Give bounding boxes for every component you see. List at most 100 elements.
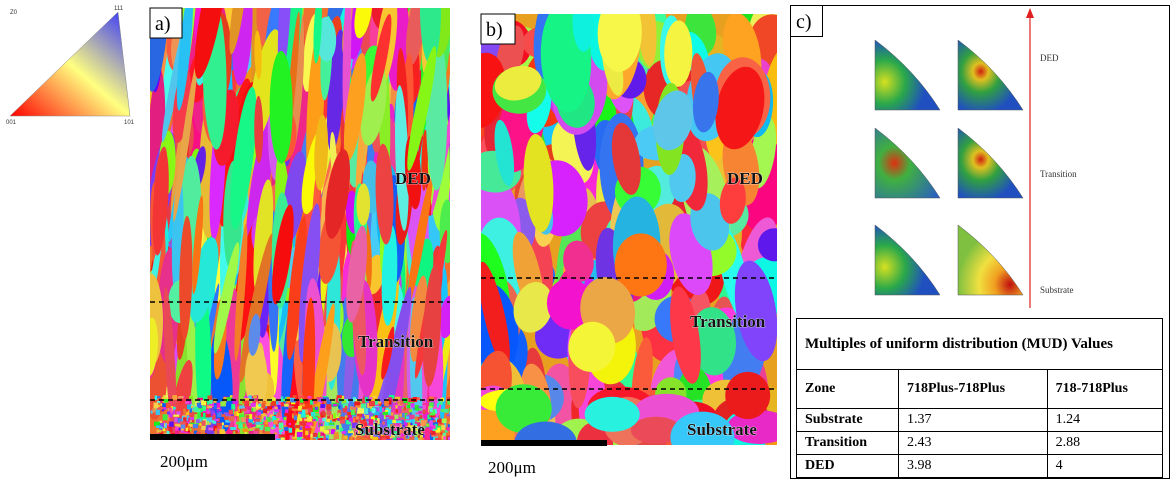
grain [292,437,296,439]
grain [444,409,449,413]
grain [333,404,338,406]
grain [449,408,454,411]
grain [178,396,184,398]
grain [337,395,342,398]
mud-table: Multiples of uniform distribution (MUD) … [796,318,1163,478]
grain [236,422,240,424]
grain [307,396,311,398]
grain [449,427,452,432]
grain [214,405,217,409]
grain [263,408,267,413]
grain [422,440,426,446]
grain [370,397,372,400]
grain [229,410,233,415]
grain [364,408,368,414]
grain [284,427,288,431]
scale-label: 200μm [160,452,208,471]
grain [253,396,256,399]
grain [411,403,415,408]
grain [223,440,226,444]
grain [201,412,203,417]
grain [426,423,430,426]
cell: 1.37 [899,409,1048,432]
grain [336,425,339,430]
grain [274,409,279,412]
grain [725,372,770,419]
zone-label: Transition [1040,169,1077,179]
grain [382,412,388,415]
grain [179,427,181,430]
grain [300,440,305,445]
grain [289,439,294,443]
zone-label: DED [1040,53,1059,63]
grain [384,400,389,406]
grain [289,428,293,433]
grain [180,421,186,424]
grain [164,399,169,403]
grain [349,426,351,432]
grain [311,412,315,417]
grain [450,419,453,424]
grain [229,416,235,421]
grain [155,396,158,400]
cell: 2.88 [1047,432,1162,455]
ipf-corner: 111 [114,6,124,12]
grain [240,440,246,442]
grain [206,411,210,414]
zone-label: Transition [358,332,434,351]
grain [166,403,171,408]
grain [230,395,233,397]
cell: DED [797,455,899,478]
grain [322,418,326,421]
cell: 1.24 [1047,409,1162,432]
grain [422,403,427,405]
grain [361,403,366,408]
grain [448,437,450,441]
zone-label: DED [727,169,763,188]
grain [255,422,259,425]
grain [443,433,446,436]
grain [418,406,422,408]
grain [334,432,338,436]
grain [167,411,170,414]
grain [410,415,415,419]
scale-bar [481,440,607,446]
grain [219,426,222,429]
grain [314,398,318,403]
grain [273,424,276,428]
grain [251,424,256,426]
grain [217,403,221,408]
grain [265,427,270,431]
grain [231,404,235,409]
grain [203,406,206,411]
grain [418,411,422,414]
grain [154,403,159,408]
grain [345,406,348,409]
grain [299,421,305,425]
page: Z0 111 001 101 a) DED Transition Substra… [0,0,1172,481]
grain [338,413,340,417]
grain [188,418,190,422]
grain [230,427,236,430]
grain [297,432,303,437]
ipf-corner: 101 [124,120,135,126]
grain [207,421,209,425]
grain [326,411,331,415]
grain [267,406,272,409]
grain [257,412,261,416]
grain [207,406,212,409]
grain [169,421,174,426]
grain [217,409,220,413]
grain [284,404,289,407]
grain [440,432,442,434]
grain [194,414,197,420]
grain [326,419,330,423]
grain [289,423,291,425]
grain [199,423,201,425]
grain [341,436,344,440]
grain [402,413,405,417]
grain [243,429,249,433]
grain [281,402,284,406]
grain [447,400,449,405]
grain [326,404,331,410]
